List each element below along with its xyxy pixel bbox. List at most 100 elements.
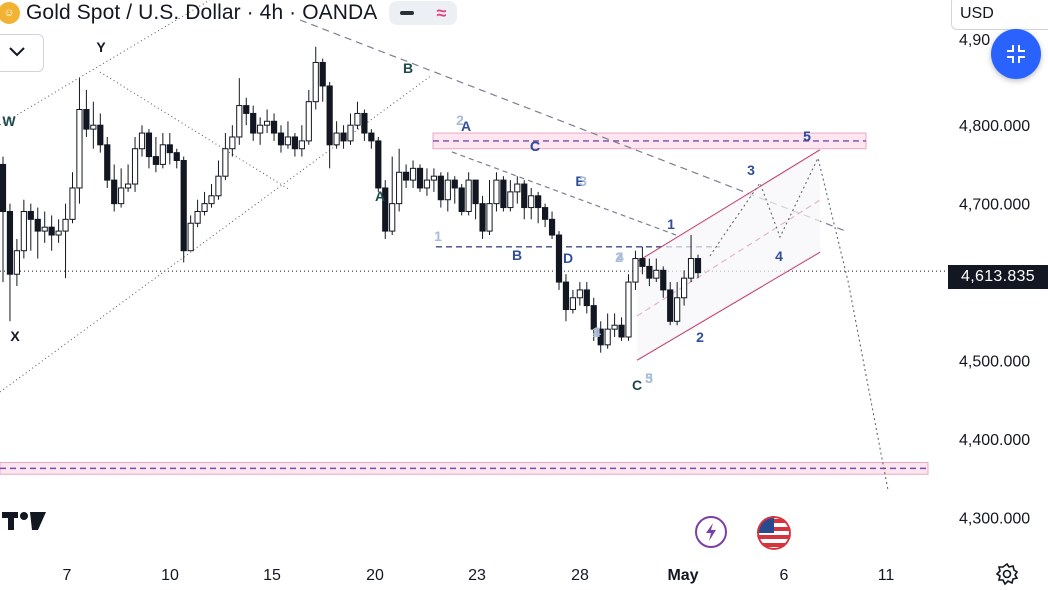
candle: [548, 218, 556, 236]
wave-label: X: [10, 328, 20, 344]
candle: [34, 218, 41, 232]
candle: [423, 179, 431, 189]
candle: [298, 140, 305, 150]
candle: [13, 250, 20, 275]
x-axis-tick-label: 23: [468, 567, 486, 584]
wave-label: E: [575, 173, 584, 189]
last-price-label: 4,613.835: [948, 265, 1048, 289]
candle: [180, 160, 187, 252]
wave-label: 5: [645, 370, 653, 386]
candle: [597, 328, 604, 346]
indicator-toggle-pill[interactable]: ≈: [389, 1, 458, 25]
candle: [270, 120, 278, 134]
candle: [528, 195, 535, 209]
candle: [542, 207, 549, 220]
candle: [507, 191, 514, 209]
wave-label: 5: [803, 128, 811, 144]
candle: [667, 289, 674, 322]
wave-label: 2: [456, 112, 464, 128]
x-axis-tick-label: May: [667, 567, 698, 584]
candle: [361, 112, 368, 134]
candle: [479, 203, 486, 232]
candle: [291, 136, 298, 150]
candle: [639, 258, 646, 267]
candle: [277, 132, 285, 146]
candle: [514, 183, 521, 193]
x-axis-tick-label: 7: [63, 567, 72, 584]
candle: [458, 187, 465, 212]
currency-selector[interactable]: USD: [951, 0, 1048, 30]
candle: [375, 140, 382, 189]
candle: [687, 258, 695, 279]
symbol-header[interactable]: ☺ Gold Spot / U.S. Dollar · 4h · OANDA ≈: [0, 0, 458, 26]
candle: [451, 179, 458, 189]
candle: [131, 148, 139, 185]
candle: [6, 210, 14, 275]
candle: [576, 289, 583, 299]
channel-fill: [637, 150, 820, 360]
candle: [215, 175, 222, 197]
y-axis-tick-label: 4,500.000: [959, 354, 1030, 371]
candle: [90, 124, 97, 130]
x-axis-tick-label: 20: [366, 567, 384, 584]
tradingview-logo: [2, 508, 48, 539]
candle: [27, 210, 34, 220]
candle: [555, 234, 563, 283]
candle: [611, 324, 618, 330]
wave-label: 2: [696, 329, 704, 345]
wave-label: 3: [747, 162, 755, 178]
settings-gear-icon[interactable]: [995, 562, 1019, 586]
candle: [0, 163, 7, 212]
event-lightning-icon[interactable]: [695, 516, 727, 548]
candle: [694, 258, 702, 274]
candle: [48, 226, 55, 236]
candle: [152, 156, 160, 165]
candle: [562, 281, 570, 311]
candle: [500, 179, 507, 209]
candle: [389, 203, 396, 232]
currency-label: USD: [960, 5, 994, 22]
candle: [416, 167, 424, 189]
us-flag-event-icon[interactable]: [757, 516, 791, 550]
candle: [333, 132, 340, 146]
wave-label: A: [461, 118, 471, 134]
candle: [674, 297, 681, 322]
descending-trendline: [299, 19, 849, 233]
wave-label: B: [403, 60, 413, 76]
candle: [159, 144, 166, 165]
candle: [125, 183, 132, 189]
candle: [486, 203, 493, 232]
candle: [222, 148, 229, 177]
candle: [111, 179, 118, 205]
minus-icon: [400, 11, 415, 15]
candle: [430, 175, 437, 181]
candle: [569, 297, 576, 311]
symbol-title[interactable]: Gold Spot / U.S. Dollar · 4h · OANDA: [26, 1, 378, 24]
candle: [138, 132, 146, 150]
candle: [382, 187, 389, 232]
candle: [625, 281, 632, 338]
fullscreen-button[interactable]: [991, 29, 1041, 79]
x-axis-tick-label: 28: [571, 567, 589, 584]
collapse-legend-button[interactable]: [0, 34, 44, 72]
candle: [368, 132, 375, 142]
projected-path: [709, 156, 889, 491]
y-axis-tick-label: 4,700.000: [959, 197, 1030, 214]
candle: [326, 85, 333, 146]
y-axis-tick-label: 4,400.000: [959, 432, 1030, 449]
wave-label: B: [512, 247, 522, 263]
candle: [396, 171, 403, 205]
gold-coin-icon: ☺: [0, 2, 20, 24]
candle: [312, 61, 319, 103]
candle: [55, 230, 62, 236]
candle: [305, 101, 312, 142]
candle: [118, 187, 125, 205]
candle: [41, 226, 48, 232]
candle: [236, 105, 243, 138]
candle: [437, 175, 444, 201]
x-axis-tick-label: 11: [878, 567, 895, 584]
wave-label: C: [632, 377, 642, 393]
candle: [444, 179, 451, 201]
candle: [472, 179, 479, 205]
